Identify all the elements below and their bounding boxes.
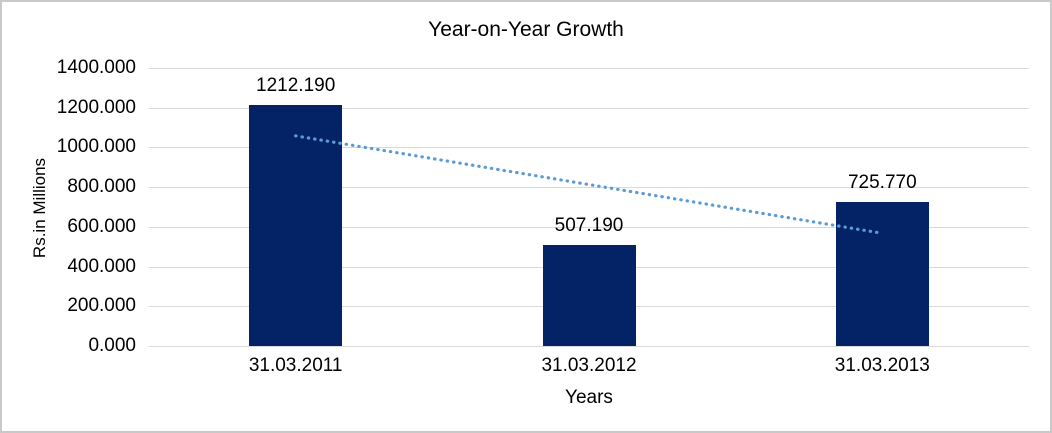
gridline — [149, 346, 1029, 347]
y-tick-label: 400.000 — [67, 255, 136, 277]
bar-31.03.2011 — [249, 105, 343, 346]
y-tick-label: 0.000 — [88, 335, 136, 356]
gridline — [149, 68, 1029, 69]
y-tick-label: 1400.000 — [56, 57, 136, 78]
y-tick-label: 1200.000 — [56, 96, 136, 118]
chart-title: Year-on-Year Growth — [428, 18, 624, 41]
category-label: 31.03.2011 — [248, 355, 343, 376]
bar-31.03.2012 — [542, 245, 636, 346]
y-tick-label: 800.000 — [67, 176, 136, 198]
category-label: 31.03.2012 — [541, 355, 637, 376]
y-tick-label: 1000.000 — [56, 136, 136, 158]
x-axis-title: Years — [565, 387, 613, 408]
category-label: 31.03.2013 — [834, 355, 930, 376]
y-tick-label: 600.000 — [67, 215, 136, 237]
bar-value-label: 1212.190 — [256, 75, 336, 97]
gridline — [149, 107, 1029, 109]
bar-value-label: 507.190 — [554, 215, 624, 237]
y-tick-label: 200.000 — [67, 295, 136, 317]
bar-value-label: 725.770 — [847, 171, 917, 193]
bar-31.03.2013 — [835, 201, 929, 346]
